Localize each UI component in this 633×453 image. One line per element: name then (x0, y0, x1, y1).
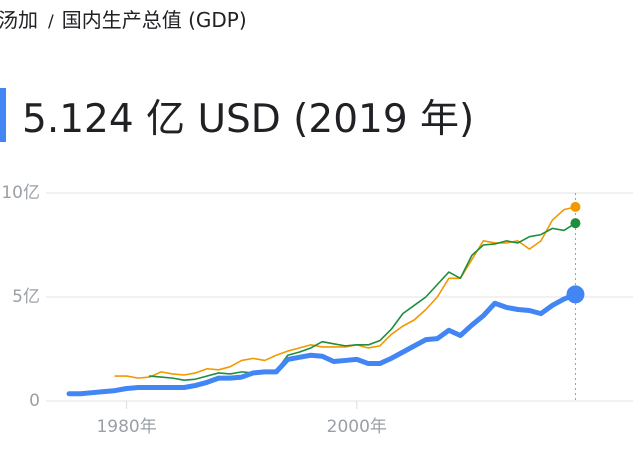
crumb-link[interactable]: 汤加 (0, 8, 38, 32)
series-line (148, 222, 577, 381)
series-line (114, 206, 577, 379)
crumb-separator: / (48, 12, 54, 32)
x-tick-label: 1980年 (96, 417, 156, 437)
end-point (566, 285, 585, 304)
x-tick-label: 2000年 (327, 417, 387, 437)
y-tick-label: 0 (29, 391, 40, 411)
series-line (66, 291, 578, 397)
end-point (570, 201, 581, 212)
accent-bar (0, 88, 6, 142)
crumb-current: 国内生产总值 (GDP) (61, 8, 247, 32)
y-tick-label: 10亿 (1, 183, 40, 203)
y-tick-label: 5亿 (12, 287, 40, 307)
breadcrumb: 汤加 / 国内生产总值 (GDP) (0, 4, 247, 33)
headline: 5.124 亿 USD (2019 年) (22, 97, 475, 142)
end-point (570, 218, 581, 229)
